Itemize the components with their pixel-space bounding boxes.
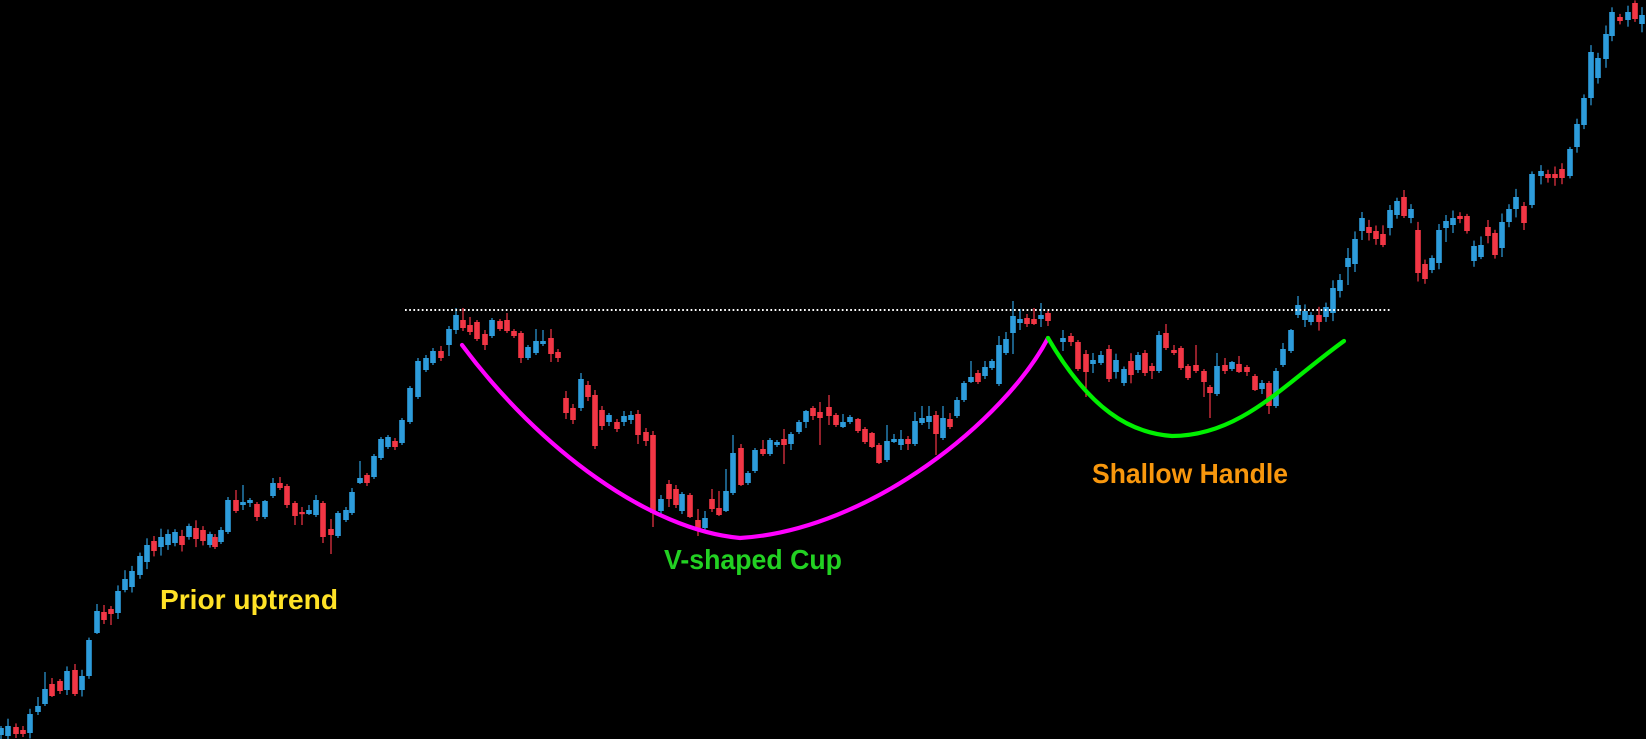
svg-text:Shallow Handle: Shallow Handle xyxy=(1092,458,1288,489)
svg-text:V-shaped Cup: V-shaped Cup xyxy=(664,544,842,575)
svg-text:Prior uptrend: Prior uptrend xyxy=(160,584,338,615)
